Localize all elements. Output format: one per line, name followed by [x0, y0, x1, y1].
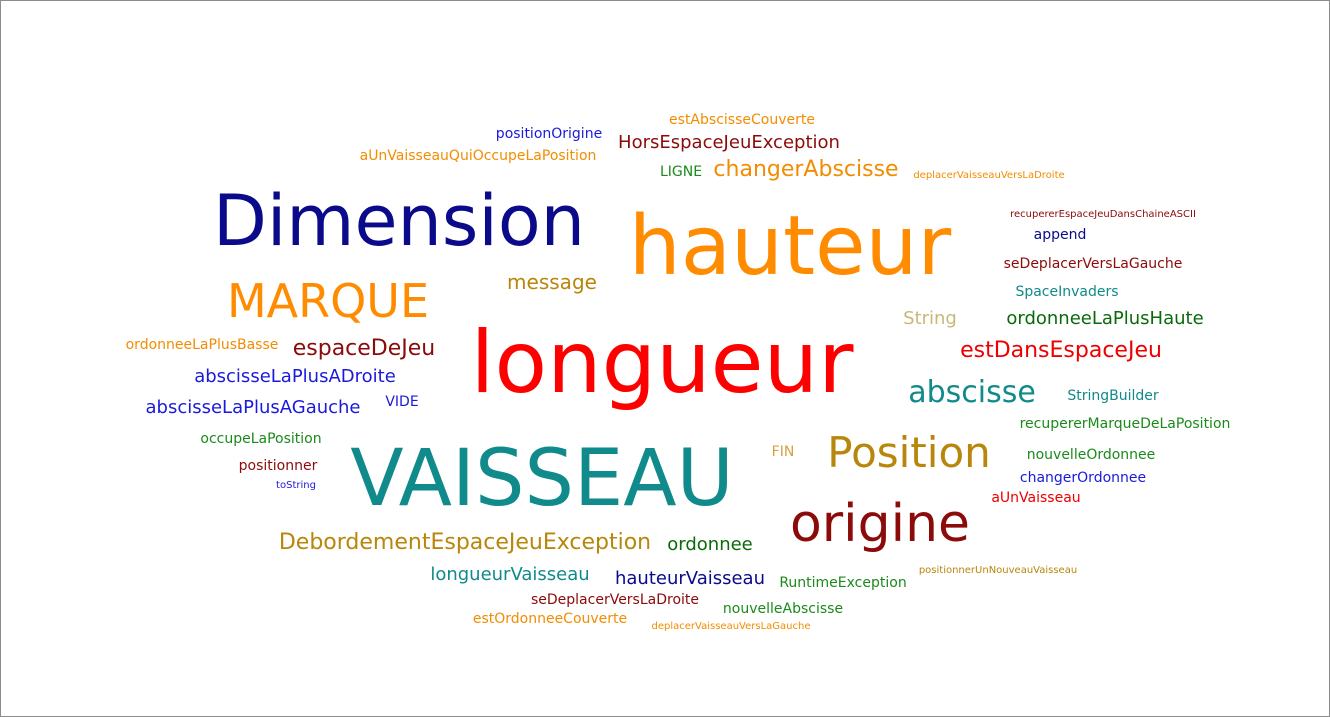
word-positionner: positionner — [238, 458, 318, 474]
word-estOrdonneeCouverte: estOrdonneeCouverte — [472, 611, 628, 627]
word-VAISSEAU: VAISSEAU — [350, 434, 734, 524]
word-Position: Position — [827, 428, 991, 477]
word-Dimension: Dimension — [212, 180, 586, 262]
word-abscisse: abscisse — [908, 375, 1036, 410]
word-hauteurVaisseau: hauteurVaisseau — [614, 568, 766, 589]
word-recupererMarqueDeLaPosition: recupererMarqueDeLaPosition — [1019, 416, 1231, 432]
word-nouvelleAbscisse: nouvelleAbscisse — [722, 601, 844, 617]
word-seDeplacerVersLaGauche: seDeplacerVersLaGauche — [1003, 256, 1183, 272]
word-deplacerVaisseauVersLaDroite: deplacerVaisseauVersLaDroite — [913, 170, 1065, 181]
word-hauteur: hauteur — [628, 199, 952, 294]
word-espaceDeJeu: espaceDeJeu — [292, 336, 436, 361]
word-ordonnee: ordonnee — [667, 534, 753, 555]
word-occupeLaPosition: occupeLaPosition — [200, 431, 322, 447]
word-recupererEspaceJeuDansChaineASCII: recupererEspaceJeuDansChaineASCII — [1010, 209, 1196, 220]
word-longueur: longueur — [470, 313, 854, 413]
word-deplacerVaisseauVersLaGauche: deplacerVaisseauVersLaGauche — [651, 621, 811, 632]
word-origine: origine — [789, 494, 971, 554]
word-abscisseLaPlusADroite: abscisseLaPlusADroite — [194, 366, 396, 387]
word-toString: toString — [276, 480, 316, 491]
word-DebordementEspaceJeuException: DebordementEspaceJeuException — [278, 530, 652, 555]
word-HorsEspaceJeuException: HorsEspaceJeuException — [618, 132, 840, 153]
word-message: message — [507, 270, 597, 294]
word-ordonneeLaPlusBasse: ordonneeLaPlusBasse — [125, 337, 279, 353]
word-SpaceInvaders: SpaceInvaders — [1015, 284, 1119, 300]
word-nouvelleOrdonnee: nouvelleOrdonnee — [1026, 447, 1156, 463]
word-LIGNE: LIGNE — [659, 164, 703, 180]
word-StringBuilder: StringBuilder — [1067, 388, 1159, 404]
word-ordonneeLaPlusHaute: ordonneeLaPlusHaute — [1006, 308, 1204, 329]
word-changerAbscisse: changerAbscisse — [713, 157, 899, 182]
word-VIDE: VIDE — [385, 394, 419, 410]
word-MARQUE: MARQUE — [226, 274, 430, 328]
word-longueurVaisseau: longueurVaisseau — [430, 564, 590, 585]
word-estAbscisseCouverte: estAbscisseCouverte — [669, 112, 815, 128]
word-FIN: FIN — [771, 444, 795, 460]
word-aUnVaisseau: aUnVaisseau — [991, 490, 1081, 506]
word-append: append — [1033, 227, 1087, 243]
word-RuntimeException: RuntimeException — [779, 575, 907, 591]
word-String: String — [903, 308, 957, 329]
word-changerOrdonnee: changerOrdonnee — [1019, 470, 1147, 486]
word-abscisseLaPlusAGauche: abscisseLaPlusAGauche — [145, 397, 361, 418]
word-seDeplacerVersLaDroite: seDeplacerVersLaDroite — [530, 592, 700, 608]
word-estDansEspaceJeu: estDansEspaceJeu — [960, 338, 1162, 363]
word-positionOrigine: positionOrigine — [495, 126, 603, 142]
word-aUnVaisseauQuiOccupeLaPosition: aUnVaisseauQuiOccupeLaPosition — [359, 148, 597, 164]
word-positionnerUnNouveauVaisseau: positionnerUnNouveauVaisseau — [918, 565, 1078, 576]
